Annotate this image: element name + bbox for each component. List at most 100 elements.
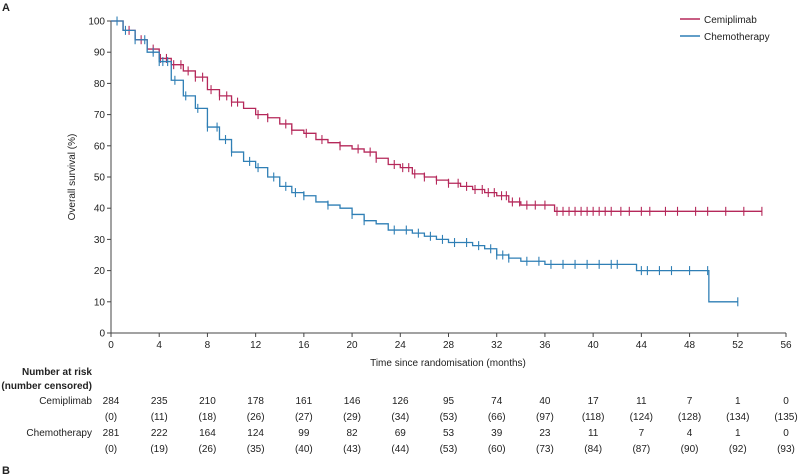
risk-table-heading: Number at risk <box>22 367 92 378</box>
series-line-cemiplimab <box>111 20 762 212</box>
y-tick-label-80: 80 <box>94 79 106 90</box>
risk-censored-chemotherapy-40: (84) <box>584 444 602 455</box>
legend-label-cemiplimab: Cemiplimab <box>704 15 757 26</box>
x-tick-label-44: 44 <box>636 340 648 351</box>
risk-censored-chemotherapy-48: (90) <box>681 444 699 455</box>
risk-at-chemotherapy-52: 1 <box>735 428 741 439</box>
risk-row-label-cemiplimab: Cemiplimab <box>39 396 92 407</box>
y-axis-title: Overall survival (%) <box>67 134 78 221</box>
risk-table: Number at risk (number censored) Cemipli… <box>1 367 797 455</box>
series-line-chemotherapy <box>111 20 738 303</box>
risk-table-cells: 284 (0) 235 (11) 210 (18) 178 (26) 161 (27) 146 (29… <box>103 396 798 455</box>
y-tick-label-70: 70 <box>94 110 106 121</box>
x-tick-label-36: 36 <box>539 340 551 351</box>
series-layer <box>111 16 763 307</box>
risk-at-chemotherapy-36: 23 <box>539 428 551 439</box>
risk-at-cemiplimab-52: 1 <box>735 396 741 407</box>
risk-at-chemotherapy-44: 7 <box>639 428 645 439</box>
x-tick-label-8: 8 <box>205 340 211 351</box>
y-tick-label-40: 40 <box>94 204 106 215</box>
axes: 0 4 8 12 16 20 24 28 32 36 40 44 48 52 560102030405060… <box>88 17 792 352</box>
y-tick-label-20: 20 <box>94 266 106 277</box>
risk-censored-cemiplimab-32: (66) <box>488 412 506 423</box>
risk-censored-chemotherapy-32: (60) <box>488 444 506 455</box>
risk-censored-cemiplimab-40: (118) <box>582 412 605 423</box>
risk-censored-chemotherapy-4: (19) <box>150 444 168 455</box>
x-tick-label-0: 0 <box>108 340 114 351</box>
risk-censored-chemotherapy-12: (35) <box>247 444 265 455</box>
risk-at-chemotherapy-8: 164 <box>199 428 216 439</box>
risk-censored-cemiplimab-44: (124) <box>630 412 653 423</box>
risk-at-cemiplimab-8: 210 <box>199 396 216 407</box>
risk-censored-cemiplimab-16: (27) <box>295 412 313 423</box>
risk-censored-chemotherapy-20: (43) <box>343 444 361 455</box>
y-tick-label-90: 90 <box>94 48 106 59</box>
risk-censored-cemiplimab-48: (128) <box>678 412 701 423</box>
x-tick-label-20: 20 <box>347 340 359 351</box>
panel-label-b: B <box>2 465 10 475</box>
risk-at-cemiplimab-12: 178 <box>247 396 264 407</box>
risk-censored-cemiplimab-8: (18) <box>199 412 217 423</box>
risk-at-chemotherapy-28: 53 <box>443 428 455 439</box>
risk-censored-cemiplimab-20: (29) <box>343 412 361 423</box>
y-tick-label-100: 100 <box>88 17 105 28</box>
risk-at-chemotherapy-16: 99 <box>298 428 310 439</box>
x-tick-label-32: 32 <box>491 340 503 351</box>
panel-label-a: A <box>2 2 10 14</box>
risk-censored-chemotherapy-36: (73) <box>536 444 554 455</box>
y-tick-label-30: 30 <box>94 235 106 246</box>
y-tick-label-0: 0 <box>99 329 105 340</box>
risk-at-chemotherapy-56: 0 <box>783 428 789 439</box>
risk-at-cemiplimab-32: 74 <box>491 396 503 407</box>
x-axis-title: Time since randomisation (months) <box>370 358 526 369</box>
x-tick-label-16: 16 <box>298 340 310 351</box>
risk-censored-cemiplimab-4: (11) <box>151 412 168 423</box>
risk-at-cemiplimab-0: 284 <box>103 396 120 407</box>
x-tick-label-24: 24 <box>395 340 407 351</box>
risk-censored-cemiplimab-24: (34) <box>391 412 409 423</box>
risk-at-chemotherapy-20: 82 <box>347 428 359 439</box>
x-tick-label-40: 40 <box>588 340 600 351</box>
risk-at-chemotherapy-0: 281 <box>103 428 120 439</box>
risk-at-cemiplimab-44: 11 <box>636 396 647 407</box>
x-tick-label-56: 56 <box>780 340 792 351</box>
risk-censored-chemotherapy-28: (53) <box>440 444 458 455</box>
risk-at-cemiplimab-28: 95 <box>443 396 455 407</box>
risk-censored-chemotherapy-44: (87) <box>632 444 650 455</box>
y-tick-label-10: 10 <box>94 297 106 308</box>
x-tick-label-48: 48 <box>684 340 696 351</box>
risk-at-chemotherapy-32: 39 <box>491 428 503 439</box>
legend: Cemiplimab Chemotherapy <box>680 15 770 43</box>
risk-at-cemiplimab-40: 17 <box>588 396 600 407</box>
risk-censored-chemotherapy-0: (0) <box>105 444 117 455</box>
risk-table-subheading: (number censored) <box>1 381 92 392</box>
risk-at-chemotherapy-12: 124 <box>247 428 264 439</box>
risk-at-cemiplimab-4: 235 <box>151 396 168 407</box>
risk-at-cemiplimab-24: 126 <box>392 396 409 407</box>
y-tick-label-60: 60 <box>94 141 106 152</box>
risk-censored-cemiplimab-52: (134) <box>726 412 749 423</box>
risk-at-cemiplimab-36: 40 <box>539 396 551 407</box>
legend-label-chemotherapy: Chemotherapy <box>704 32 770 43</box>
x-tick-label-28: 28 <box>443 340 455 351</box>
risk-censored-chemotherapy-24: (44) <box>391 444 409 455</box>
risk-censored-chemotherapy-52: (92) <box>729 444 747 455</box>
risk-censored-cemiplimab-12: (26) <box>247 412 265 423</box>
risk-censored-chemotherapy-56: (93) <box>777 444 795 455</box>
risk-censored-cemiplimab-36: (97) <box>536 412 554 423</box>
risk-at-chemotherapy-4: 222 <box>151 428 168 439</box>
risk-row-label-chemotherapy: Chemotherapy <box>26 428 92 439</box>
risk-at-cemiplimab-20: 146 <box>344 396 361 407</box>
risk-at-chemotherapy-48: 4 <box>687 428 693 439</box>
risk-at-cemiplimab-16: 161 <box>296 396 313 407</box>
risk-censored-cemiplimab-28: (53) <box>440 412 458 423</box>
risk-censored-chemotherapy-16: (40) <box>295 444 313 455</box>
risk-censored-cemiplimab-56: (135) <box>774 412 797 423</box>
x-tick-label-12: 12 <box>250 340 262 351</box>
risk-at-cemiplimab-48: 7 <box>687 396 693 407</box>
risk-censored-chemotherapy-8: (26) <box>199 444 217 455</box>
x-tick-label-4: 4 <box>156 340 162 351</box>
risk-at-cemiplimab-56: 0 <box>783 396 789 407</box>
risk-censored-cemiplimab-0: (0) <box>105 412 117 423</box>
